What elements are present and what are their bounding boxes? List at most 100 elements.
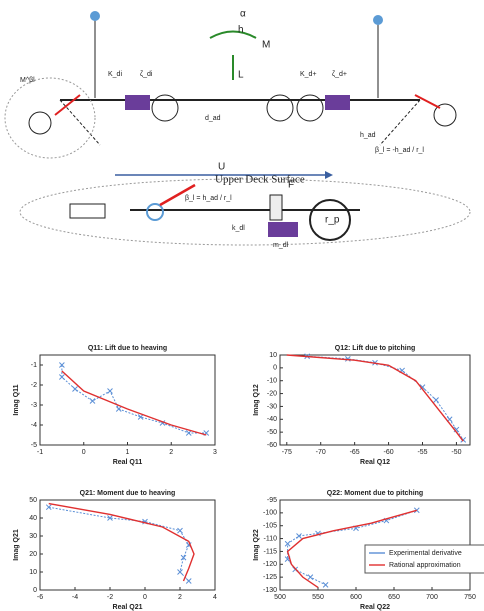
x-tick-label: -75 (282, 449, 292, 456)
x-tick-label: -60 (384, 449, 394, 456)
label: h (238, 25, 244, 36)
x-tick-label: 650 (388, 594, 400, 601)
series-line (48, 502, 195, 582)
y-tick-label: -5 (31, 442, 37, 449)
marker (45, 504, 52, 511)
x-tick-label: 600 (350, 594, 362, 601)
y-tick-label: -40 (267, 416, 277, 423)
series-line (286, 354, 464, 442)
plot-area (39, 354, 216, 446)
x-tick-label: -55 (417, 449, 427, 456)
series-line (48, 506, 190, 582)
label: m_dl (273, 242, 289, 249)
y-tick-label: -2 (31, 382, 37, 389)
x-tick-label: 700 (426, 594, 438, 601)
x-tick-label: 1 (126, 449, 130, 456)
y-tick-label: -120 (263, 561, 277, 568)
label: F (288, 180, 294, 191)
marker (296, 533, 302, 539)
label: ζ_d+ (332, 71, 347, 78)
x-tick-label: 4 (213, 594, 217, 601)
marker (419, 384, 426, 390)
legend (364, 544, 484, 574)
x-axis-label: Real Q21 (113, 604, 143, 611)
y-tick-label: 40 (29, 515, 37, 522)
x-tick-label: -4 (72, 594, 78, 601)
marker (453, 426, 460, 433)
label: α (240, 9, 246, 20)
y-tick-label: -130 (263, 587, 277, 594)
label: M^βl (20, 77, 35, 84)
series-line (287, 509, 417, 586)
y-axis-label: Imag Q12 (253, 384, 260, 416)
marker (107, 515, 113, 521)
x-tick-label: 3 (213, 449, 217, 456)
y-tick-label: -60 (267, 442, 277, 449)
label: L (238, 70, 244, 81)
diagram (4, 11, 471, 246)
label: β_l = -h_ad / r_l (375, 147, 424, 154)
y-tick-label: -20 (267, 390, 277, 397)
x-axis-label: Real Q11 (113, 459, 143, 466)
x-tick-label: 0 (143, 594, 147, 601)
y-tick-label: -100 (263, 510, 277, 517)
marker (89, 398, 96, 404)
marker (177, 527, 183, 534)
series-line (61, 370, 207, 436)
legend-label: Rational approximation (389, 562, 461, 569)
y-tick-label: 0 (273, 365, 277, 372)
marker (433, 397, 439, 403)
label: U (218, 162, 225, 173)
marker (180, 554, 187, 561)
y-tick-label: -30 (267, 403, 277, 410)
marker (185, 430, 192, 436)
label: K_di (108, 71, 122, 78)
plot-area (279, 354, 471, 446)
y-tick-label: -125 (263, 574, 277, 581)
label: h_ad (360, 132, 376, 139)
y-axis-label: Imag Q22 (253, 529, 260, 561)
series-line (61, 365, 207, 434)
label: Upper Deck Surface (215, 174, 305, 186)
x-tick-label: -70 (316, 449, 326, 456)
x-tick-label: -1 (37, 449, 43, 456)
marker (345, 356, 351, 362)
marker (284, 540, 291, 547)
y-tick-label: -50 (267, 429, 277, 436)
marker (107, 388, 113, 394)
label: M (262, 40, 270, 51)
x-tick-label: -65 (350, 449, 360, 456)
label: β_l = h_ad / r_l (185, 195, 232, 202)
chart-title: Q12: Lift due to pitching (335, 345, 416, 352)
y-tick-label: 10 (29, 569, 37, 576)
y-tick-label: -110 (264, 535, 278, 542)
y-tick-label: 20 (29, 551, 37, 558)
y-axis-label: Imag Q11 (13, 384, 20, 415)
x-tick-label: 2 (169, 449, 173, 456)
x-axis-label: Real Q22 (360, 604, 390, 611)
legend-label: Experimental derivative (389, 550, 462, 557)
label: ζ_di (140, 71, 153, 78)
chart-title: Q21: Moment due to heaving (80, 490, 176, 497)
y-tick-label: -3 (31, 402, 37, 409)
label: r_p (325, 215, 340, 226)
x-tick-label: 550 (312, 594, 324, 601)
x-tick-label: 500 (274, 594, 286, 601)
y-tick-label: 50 (29, 497, 37, 504)
marker (115, 406, 122, 412)
y-tick-label: -115 (264, 548, 278, 555)
plot-area (39, 499, 216, 591)
marker (307, 574, 314, 580)
y-tick-label: 30 (29, 533, 37, 540)
chart-title: Q11: Lift due to heaving (88, 345, 167, 352)
y-tick-label: -95 (267, 497, 277, 504)
y-tick-label: 0 (33, 587, 37, 594)
series-line (307, 355, 464, 441)
y-tick-label: -4 (31, 422, 37, 429)
label: k_dl (232, 225, 245, 232)
y-tick-label: -1 (31, 362, 37, 369)
diagram-labels: α h M L U K_di ζ_di K_d+ ζ_d+ d_ad h_ad … (20, 9, 424, 249)
marker (59, 374, 65, 380)
